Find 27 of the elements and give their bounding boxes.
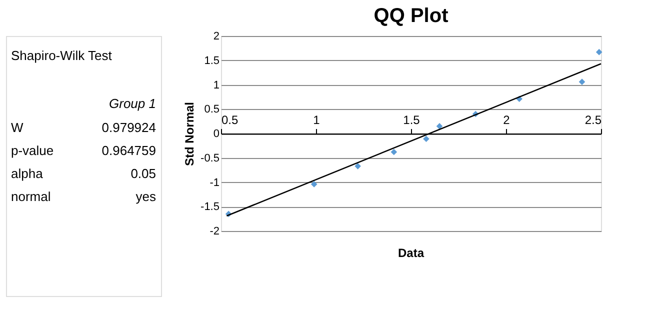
chart-title: QQ Plot <box>374 5 449 27</box>
y-axis-title: Std Normal <box>182 102 197 166</box>
x-tick-label: 1.5 <box>403 113 420 127</box>
text: 0.964759 <box>102 143 156 158</box>
text: normal <box>11 189 51 204</box>
y-tick-label: -0.5 <box>200 152 220 164</box>
x-tick-label: 2.5 <box>584 113 602 127</box>
text: yes <box>136 189 156 204</box>
text: W <box>11 120 24 135</box>
x-tick-label: 0.5 <box>222 113 239 127</box>
y-tick-label: 2 <box>213 30 220 42</box>
y-tick-label: 1.5 <box>204 54 220 67</box>
y-tick-label: -1 <box>210 176 220 189</box>
x-tick-label: 2 <box>503 113 510 127</box>
text: p-value <box>11 143 54 158</box>
y-tick-label: -2 <box>210 226 220 238</box>
text: Shapiro-Wilk Test <box>11 48 112 63</box>
text: 0.979924 <box>102 120 156 135</box>
text: 0.05 <box>130 166 156 181</box>
x-axis-title: Data <box>398 246 424 260</box>
x-tick-label: 1 <box>313 113 320 127</box>
text: alpha <box>11 166 44 181</box>
y-tick-label: 0 <box>213 128 220 140</box>
y-tick-label: -1.5 <box>200 201 220 214</box>
y-tick-label: 1 <box>213 79 220 92</box>
text: Group 1 <box>109 96 156 111</box>
y-tick-label: 0.5 <box>204 104 220 116</box>
